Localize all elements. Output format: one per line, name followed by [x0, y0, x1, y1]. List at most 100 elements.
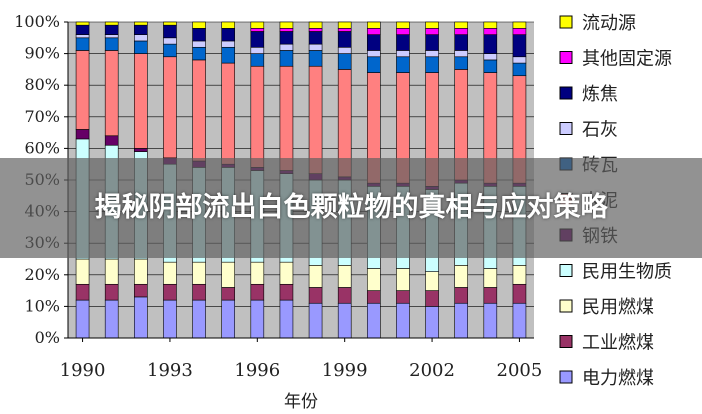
bar-segment	[454, 265, 468, 288]
bar-segment	[250, 53, 265, 67]
bar-segment	[192, 40, 206, 48]
bar-segment	[454, 56, 468, 70]
bar-segment	[483, 302, 498, 339]
x-tick-label: 1996	[234, 360, 280, 381]
bar-segment	[192, 46, 206, 61]
bar-segment	[425, 50, 439, 58]
legend-swatch	[559, 51, 573, 64]
bar-segment	[396, 21, 410, 29]
legend-swatch	[559, 335, 573, 348]
legend-label: 民用生物质	[582, 262, 672, 283]
bar-segment	[163, 261, 177, 285]
bar-segment	[483, 21, 498, 29]
bar-segment	[250, 283, 265, 301]
bar-segment	[454, 34, 468, 51]
bar-segment	[279, 31, 294, 45]
bar-segment	[512, 21, 527, 29]
x-tick-label: 1993	[147, 360, 193, 381]
bar-segment	[192, 21, 206, 29]
bar-segment	[337, 21, 352, 29]
bar-segment	[396, 34, 410, 51]
bar-segment	[308, 28, 323, 32]
bar-segment	[279, 261, 294, 285]
bar-segment	[75, 34, 90, 39]
bar-segment	[425, 290, 439, 307]
bar-segment	[308, 287, 323, 304]
bar-segment	[512, 28, 527, 35]
bar-segment	[512, 283, 527, 304]
bar-segment	[483, 28, 498, 35]
bar-segment	[134, 40, 148, 54]
bar-segment	[367, 302, 381, 339]
legend-label: 炼焦	[582, 84, 618, 105]
bar-segment	[75, 129, 90, 140]
legend-label: 民用燃煤	[582, 297, 654, 318]
bar-segment	[483, 34, 498, 54]
bar-segment	[75, 258, 90, 285]
bar-segment	[396, 268, 410, 291]
y-tick-label: 20%	[24, 265, 60, 284]
x-tick-label: 1999	[322, 360, 368, 381]
bar-segment	[250, 46, 265, 54]
bar-segment	[250, 299, 265, 339]
legend-swatch	[559, 15, 573, 29]
bar-segment	[75, 299, 90, 339]
bar-segment	[367, 290, 381, 304]
bar-segment	[221, 299, 235, 339]
bar-segment	[396, 28, 410, 35]
bar-segment	[308, 43, 323, 51]
bar-segment	[337, 287, 352, 304]
bar-segment	[163, 56, 177, 159]
bar-segment	[483, 59, 498, 73]
bar-segment	[512, 34, 527, 58]
bar-segment	[425, 28, 439, 35]
bar-segment	[104, 50, 119, 137]
bar-segment	[454, 28, 468, 35]
bar-segment	[104, 135, 119, 146]
bar-segment	[396, 290, 410, 304]
bar-segment	[308, 21, 323, 29]
bar-segment	[104, 283, 119, 301]
bar-segment	[134, 148, 148, 152]
y-tick-label: 70%	[24, 107, 60, 126]
legend-label: 电力燃煤	[582, 368, 654, 389]
bar-segment	[512, 265, 527, 285]
bar-segment	[396, 302, 410, 339]
bar-segment	[104, 258, 119, 285]
legend-label: 其他固定源	[582, 49, 672, 70]
bar-segment	[279, 299, 294, 339]
bar-segment	[367, 50, 381, 58]
bar-segment	[192, 59, 206, 162]
bar-segment	[425, 271, 439, 291]
bar-segment	[425, 21, 439, 29]
bar-segment	[250, 261, 265, 285]
bar-segment	[192, 283, 206, 301]
bar-segment	[308, 265, 323, 288]
bar-segment	[337, 302, 352, 339]
bar-segment	[367, 268, 381, 291]
bar-segment	[134, 24, 148, 35]
bar-segment	[134, 21, 148, 26]
bar-segment	[250, 21, 265, 29]
bar-segment	[279, 21, 294, 29]
bar-segment	[221, 287, 235, 301]
bar-segment	[163, 43, 177, 58]
bar-segment	[367, 34, 381, 51]
bar-segment	[512, 62, 527, 77]
legend-swatch	[559, 264, 573, 277]
bar-segment	[221, 21, 235, 29]
bar-segment	[221, 40, 235, 48]
bar-segment	[454, 50, 468, 58]
bar-segment	[104, 299, 119, 339]
bar-segment	[337, 265, 352, 288]
bar-segment	[221, 28, 235, 42]
bar-segment	[367, 21, 381, 29]
bar-segment	[75, 50, 90, 130]
bar-segment	[454, 21, 468, 29]
bar-segment	[163, 21, 177, 26]
bar-segment	[483, 287, 498, 304]
bar-segment	[104, 34, 119, 39]
bar-segment	[163, 37, 177, 45]
bar-segment	[75, 24, 90, 35]
x-axis-ticks: 1990 1993 1996 1999 2002 2005	[60, 338, 542, 381]
